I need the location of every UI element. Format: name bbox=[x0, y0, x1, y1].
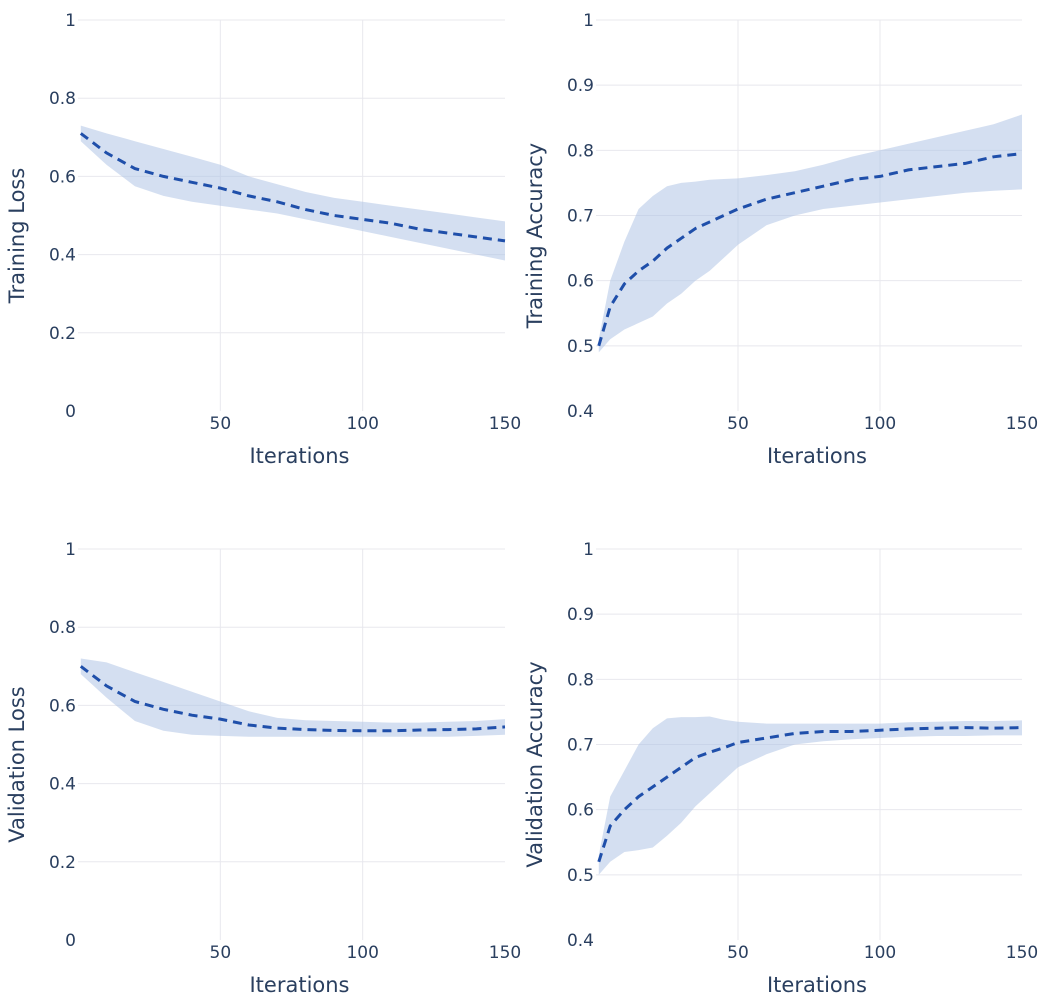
y-tick-label: 0.5 bbox=[567, 866, 594, 886]
x-tick-label: 150 bbox=[489, 414, 521, 434]
y-tick-label: 0.5 bbox=[567, 337, 594, 357]
y-tick-label: 1 bbox=[65, 540, 76, 560]
confidence-band bbox=[80, 658, 506, 737]
x-tick-label: 50 bbox=[727, 943, 749, 963]
x-tick-label: 100 bbox=[346, 414, 378, 434]
y-tick-label: 1 bbox=[583, 540, 594, 560]
y-tick-label: 0.6 bbox=[49, 167, 76, 187]
y-tick-label: 0.7 bbox=[567, 207, 594, 227]
x-tick-label: 100 bbox=[346, 943, 378, 963]
y-tick-label: 0.8 bbox=[567, 141, 594, 161]
x-axis-title: Iterations bbox=[249, 973, 349, 997]
x-tick-label: 50 bbox=[210, 943, 232, 963]
y-tick-label: 0.4 bbox=[49, 246, 76, 266]
mean-line bbox=[79, 665, 506, 733]
confidence-band bbox=[598, 716, 1022, 875]
x-axis-title: Iterations bbox=[249, 444, 349, 468]
y-tick-label: 0.2 bbox=[49, 853, 76, 873]
y-tick-label: 0.4 bbox=[49, 775, 76, 795]
y-tick-label: 0.8 bbox=[49, 89, 76, 109]
y-axis-title: Validation Loss bbox=[5, 686, 29, 842]
x-tick-label: 150 bbox=[1006, 414, 1038, 434]
confidence-band bbox=[598, 114, 1022, 353]
y-tick-label: 0 bbox=[65, 402, 76, 422]
y-tick-label: 0.7 bbox=[567, 736, 594, 756]
y-axis-title: Training Loss bbox=[5, 168, 29, 305]
y-tick-label: 0.9 bbox=[567, 605, 594, 625]
y-tick-label: 1 bbox=[583, 11, 594, 31]
y-tick-label: 0.4 bbox=[567, 402, 594, 422]
x-tick-label: 50 bbox=[210, 414, 232, 434]
y-tick-label: 0.9 bbox=[567, 76, 594, 96]
y-axis-title: Validation Accuracy bbox=[523, 661, 547, 867]
x-tick-label: 100 bbox=[864, 414, 896, 434]
y-tick-label: 0.2 bbox=[49, 324, 76, 344]
x-axis-title: Iterations bbox=[767, 444, 867, 468]
y-tick-label: 0.8 bbox=[567, 670, 594, 690]
mean-line bbox=[597, 726, 1023, 863]
x-axis-title: Iterations bbox=[767, 973, 867, 997]
x-tick-label: 150 bbox=[1006, 943, 1038, 963]
y-tick-label: 0.8 bbox=[49, 618, 76, 638]
mean-line bbox=[597, 152, 1023, 347]
y-axis-title: Training Accuracy bbox=[523, 143, 547, 329]
y-tick-label: 0.6 bbox=[49, 696, 76, 716]
y-tick-label: 0.6 bbox=[567, 801, 594, 821]
y-tick-label: 0.6 bbox=[567, 272, 594, 292]
y-tick-label: 0 bbox=[65, 931, 76, 951]
confidence-band bbox=[80, 125, 506, 261]
mean-line bbox=[79, 132, 506, 243]
x-tick-label: 150 bbox=[489, 943, 521, 963]
x-tick-label: 100 bbox=[864, 943, 896, 963]
y-tick-label: 0.4 bbox=[567, 931, 594, 951]
x-tick-label: 50 bbox=[727, 414, 749, 434]
y-tick-label: 1 bbox=[65, 11, 76, 31]
